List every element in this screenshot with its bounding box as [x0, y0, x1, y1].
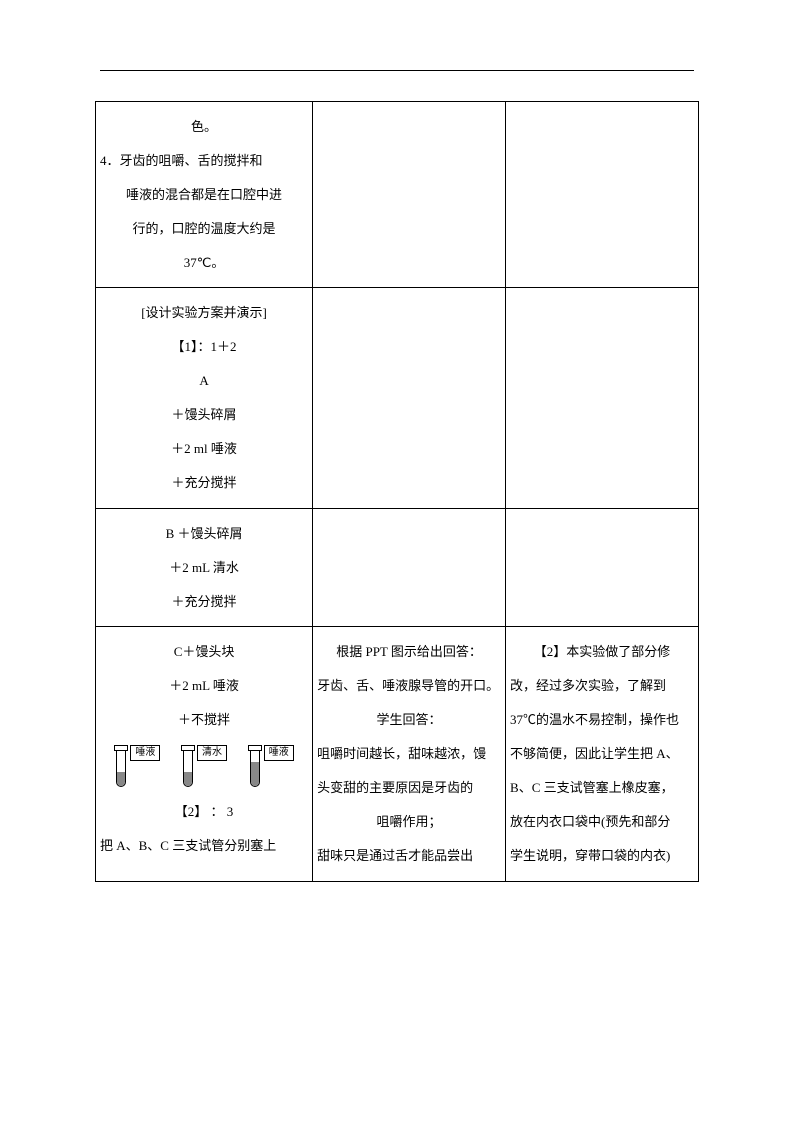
table-cell: [设计实验方案并演示] 【1】：1＋2 A ＋馒头碎屑 ＋2 ml 唾液 ＋充分…	[96, 288, 313, 508]
test-tube-icon	[248, 745, 262, 787]
test-tube-icon	[181, 745, 195, 787]
cell-text: [设计实验方案并演示]	[100, 296, 308, 330]
test-tubes-diagram: 唾液 清水 唾液	[100, 745, 308, 787]
cell-text: 甜味只是通过舌才能品尝出	[317, 839, 501, 873]
table-row: B ＋馒头碎屑 ＋2 mL 清水 ＋充分搅拌	[96, 508, 699, 627]
test-tube-icon	[114, 745, 128, 787]
content-table: 色。 4．牙齿的咀嚼、舌的搅拌和 唾液的混合都是在口腔中进 行的，口腔的温度大约…	[95, 101, 699, 882]
cell-text: ＋2 ml 唾液	[100, 432, 308, 466]
tube-group: 清水	[181, 745, 227, 787]
cell-text: 行的，口腔的温度大约是	[100, 212, 308, 246]
cell-text: 色。	[100, 110, 308, 144]
cell-text: 【2】 ： 3	[100, 795, 308, 829]
table-cell	[506, 508, 699, 627]
cell-text: ＋馒头碎屑	[100, 398, 308, 432]
cell-text: 学生说明，穿带口袋的内衣)	[510, 839, 694, 873]
cell-text: 学生回答：	[317, 703, 501, 737]
cell-text: 不够简便，因此让学生把 A、	[510, 737, 694, 771]
cell-text: ＋2 mL 清水	[100, 551, 308, 585]
cell-text: 把 A、B、C 三支试管分别塞上	[100, 829, 308, 863]
table-cell: 根据 PPT 图示给出回答： 牙齿、舌、唾液腺导管的开口。 学生回答： 咀嚼时间…	[313, 627, 506, 881]
cell-text: 咀嚼作用；	[317, 805, 501, 839]
cell-text: 头变甜的主要原因是牙齿的	[317, 771, 501, 805]
cell-text: 放在内衣口袋中(预先和部分	[510, 805, 694, 839]
tube-group: 唾液	[114, 745, 160, 787]
cell-text: 根据 PPT 图示给出回答：	[317, 635, 501, 669]
table-row: 色。 4．牙齿的咀嚼、舌的搅拌和 唾液的混合都是在口腔中进 行的，口腔的温度大约…	[96, 102, 699, 288]
table-cell	[313, 102, 506, 288]
tube-label: 唾液	[130, 745, 160, 761]
cell-text: 【2】本实验做了部分修	[510, 635, 694, 669]
table-cell	[313, 508, 506, 627]
cell-text: B ＋馒头碎屑	[100, 517, 308, 551]
table-cell	[506, 288, 699, 508]
table-cell	[313, 288, 506, 508]
cell-text: ＋2 mL 唾液	[100, 669, 308, 703]
cell-text: A	[100, 364, 308, 398]
cell-text: 唾液的混合都是在口腔中进	[100, 178, 308, 212]
table-cell: C＋馒头块 ＋2 mL 唾液 ＋不搅拌 唾液	[96, 627, 313, 881]
table-cell: B ＋馒头碎屑 ＋2 mL 清水 ＋充分搅拌	[96, 508, 313, 627]
tube-label: 唾液	[264, 745, 294, 761]
cell-text: B、C 三支试管塞上橡皮塞，	[510, 771, 694, 805]
cell-text: 4．牙齿的咀嚼、舌的搅拌和	[100, 144, 308, 178]
cell-text: 37℃的温水不易控制，操作也	[510, 703, 694, 737]
table-row: [设计实验方案并演示] 【1】：1＋2 A ＋馒头碎屑 ＋2 ml 唾液 ＋充分…	[96, 288, 699, 508]
table-cell: 【2】本实验做了部分修 改，经过多次实验，了解到 37℃的温水不易控制，操作也 …	[506, 627, 699, 881]
table-cell: 色。 4．牙齿的咀嚼、舌的搅拌和 唾液的混合都是在口腔中进 行的，口腔的温度大约…	[96, 102, 313, 288]
cell-text: 改，经过多次实验，了解到	[510, 669, 694, 703]
cell-text: 37℃。	[100, 246, 308, 280]
table-cell	[506, 102, 699, 288]
cell-text: C＋馒头块	[100, 635, 308, 669]
header-divider	[100, 70, 694, 71]
cell-text: ＋不搅拌	[100, 703, 308, 737]
cell-text: 【1】：1＋2	[100, 330, 308, 364]
tube-group: 唾液	[248, 745, 294, 787]
tube-label: 清水	[197, 745, 227, 761]
cell-text: ＋充分搅拌	[100, 585, 308, 619]
table-row: C＋馒头块 ＋2 mL 唾液 ＋不搅拌 唾液	[96, 627, 699, 881]
cell-text: ＋充分搅拌	[100, 466, 308, 500]
cell-text: 咀嚼时间越长，甜味越浓，馒	[317, 737, 501, 771]
cell-text: 牙齿、舌、唾液腺导管的开口。	[317, 669, 501, 703]
